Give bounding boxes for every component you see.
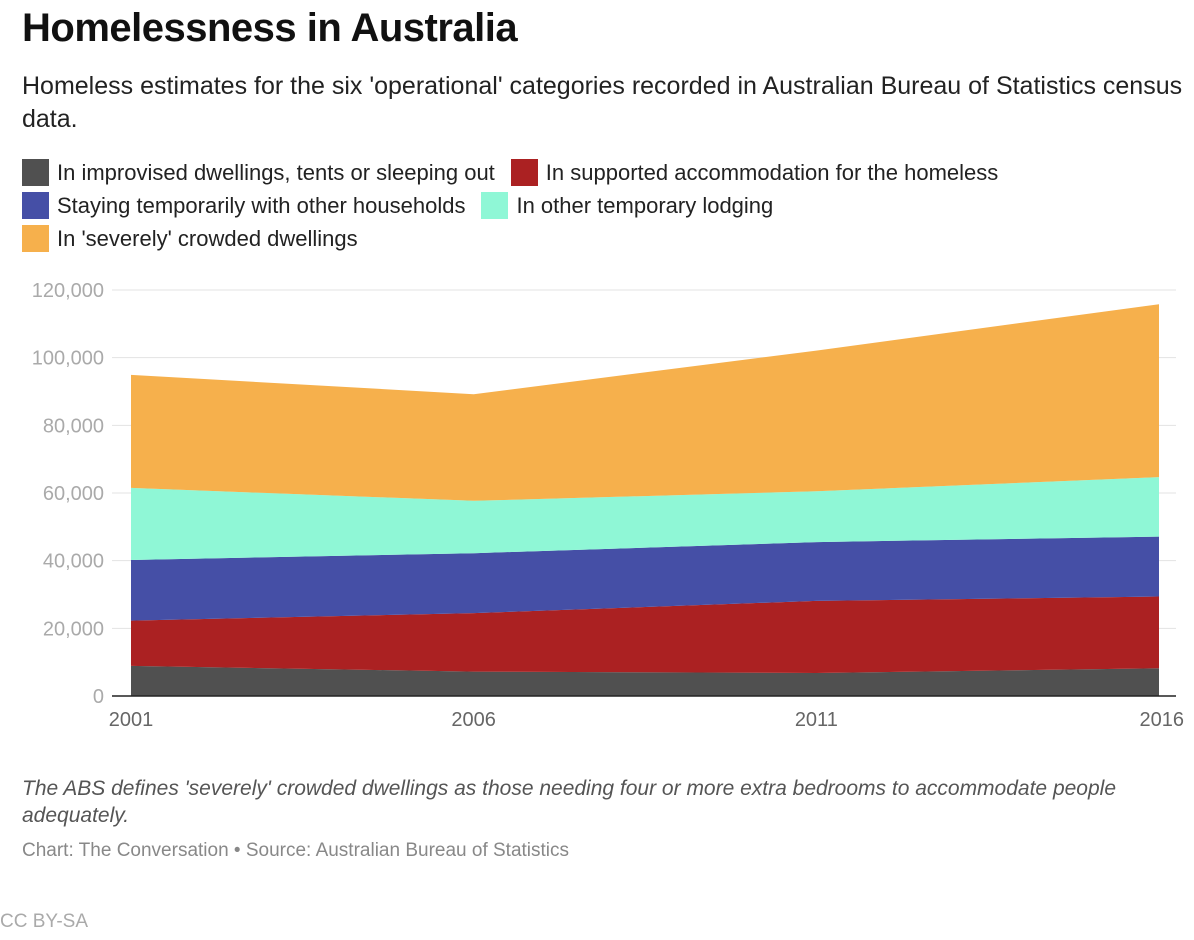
- legend-swatch-staying: [22, 192, 49, 219]
- y-tick-label: 80,000: [43, 415, 104, 437]
- legend-item-crowded[interactable]: In 'severely' crowded dwellings: [22, 225, 358, 252]
- legend-row: Staying temporarily with other household…: [22, 189, 1182, 222]
- legend-item-supported[interactable]: In supported accommodation for the homel…: [510, 159, 999, 186]
- chart-legend: In improvised dwellings, tents or sleepi…: [22, 156, 1182, 255]
- legend-swatch-improvised: [22, 159, 49, 186]
- y-tick-label: 100,000: [32, 348, 104, 370]
- area-series: [131, 304, 1159, 696]
- y-tick-label: 0: [93, 686, 104, 708]
- legend-swatch-supported: [510, 159, 538, 186]
- y-tick-label: 20,000: [43, 618, 104, 640]
- chart-note: The ABS defines 'severely' crowded dwell…: [22, 777, 1116, 827]
- legend-row: In 'severely' crowded dwellings: [22, 222, 1182, 255]
- x-tick-label: 2016: [1140, 709, 1185, 731]
- axes: 0 20,000 40,000 60,000 80,000 100,000 120,000 2…: [32, 280, 1184, 731]
- area-series-1[interactable]: [131, 665, 1159, 696]
- stacked-area-chart: 0 20,000 40,000 60,000 80,000 100,000 120,000 2…: [32, 280, 1184, 731]
- legend-label-improvised: In improvised dwellings, tents or sleepi…: [57, 159, 495, 185]
- y-tick-label: 60,000: [43, 483, 104, 505]
- chart-subtitle: Homeless estimates for the six 'operatio…: [22, 72, 1183, 133]
- x-tick-label: 2011: [795, 709, 838, 731]
- y-tick-label: 120,000: [32, 280, 104, 302]
- x-tick-label: 2006: [451, 709, 496, 731]
- legend-item-staying[interactable]: Staying temporarily with other household…: [22, 192, 465, 219]
- area-series-4[interactable]: [131, 477, 1159, 560]
- legend-label-supported: In supported accommodation for the homel…: [545, 159, 999, 185]
- legend-row: In improvised dwellings, tents or sleepi…: [22, 156, 1182, 189]
- legend-swatch-crowded: [22, 225, 49, 252]
- area-series-3[interactable]: [131, 536, 1159, 621]
- x-tick-label: 2001: [109, 709, 154, 731]
- legend-item-improvised[interactable]: In improvised dwellings, tents or sleepi…: [22, 159, 495, 186]
- legend-label-crowded: In 'severely' crowded dwellings: [57, 225, 358, 251]
- license-label: CC BY-SA: [0, 911, 88, 932]
- chart-credit: Chart: The Conversation • Source: Austra…: [22, 840, 570, 861]
- area-series-5[interactable]: [131, 304, 1159, 501]
- area-series-2[interactable]: [131, 596, 1159, 674]
- legend-item-temporary-lodging[interactable]: In other temporary lodging: [481, 192, 773, 219]
- y-tick-label: 40,000: [43, 551, 104, 573]
- legend-label-temporary-lodging: In other temporary lodging: [516, 192, 774, 218]
- legend-label-staying: Staying temporarily with other household…: [57, 192, 466, 218]
- legend-swatch-temporary-lodging: [481, 192, 509, 219]
- chart-title: Homelessness in Australia: [22, 6, 518, 50]
